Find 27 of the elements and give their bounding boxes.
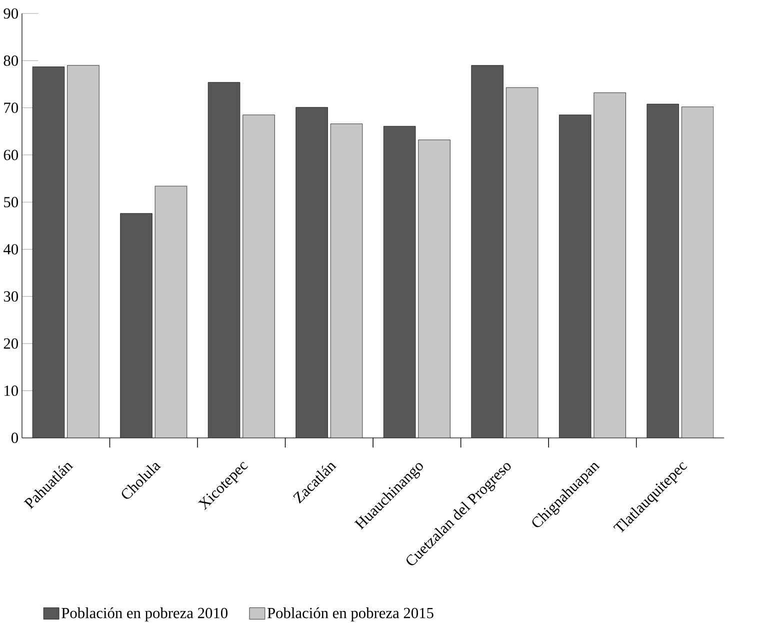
y-tick-label: 20: [4, 338, 18, 349]
bar: [330, 123, 363, 438]
y-tick-label: 0: [11, 432, 18, 443]
bar: [418, 139, 450, 438]
bar: [242, 114, 275, 438]
bar: [67, 64, 100, 438]
bar: [471, 64, 504, 438]
bar: [506, 87, 538, 438]
bar: [383, 126, 416, 438]
y-tick-label: 10: [4, 385, 18, 396]
bar: [559, 114, 592, 438]
bar: [594, 92, 626, 438]
bar: [120, 213, 152, 438]
y-tick-label: 50: [4, 196, 18, 208]
bar: [296, 106, 328, 438]
y-tick-label: 60: [4, 150, 18, 160]
y-tick-label: 90: [4, 8, 18, 18]
legend-label: Población en pobreza 2010: [62, 607, 228, 622]
bar: [208, 82, 240, 438]
y-tick-label: 40: [4, 244, 18, 254]
bar: [154, 186, 188, 438]
y-tick-label: 70: [4, 102, 18, 113]
legend-label: Población en pobreza 2015: [267, 607, 434, 622]
bar: [681, 106, 714, 438]
y-tick-label: 30: [4, 291, 18, 302]
bar: [646, 104, 679, 438]
y-tick-label: 80: [4, 55, 18, 66]
